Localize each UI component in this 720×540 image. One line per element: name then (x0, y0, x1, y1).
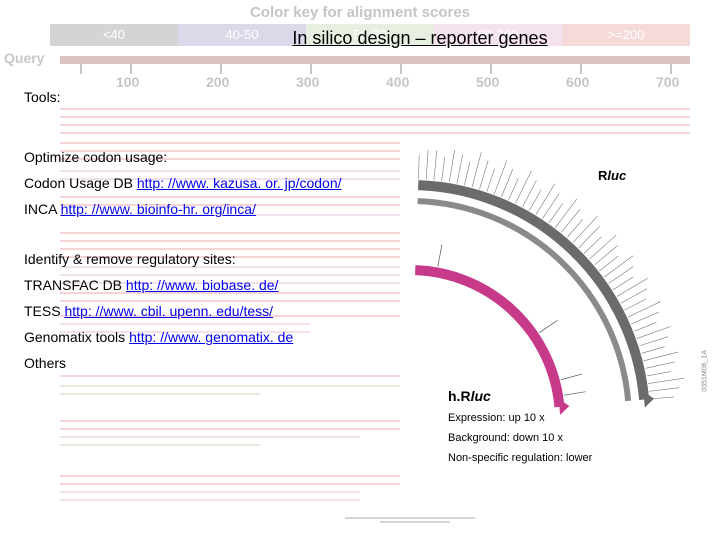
tool-link[interactable]: http: //www. biobase. de/ (126, 277, 279, 293)
tools-label: Tools: (24, 89, 696, 105)
side-code: 0351M06_1A (702, 350, 709, 392)
slide-title: In silico design – reporter genes (144, 28, 696, 49)
tool-link[interactable]: http: //www. bioinfo-hr. org/inca/ (61, 201, 256, 217)
alignment-hit (60, 436, 360, 438)
tool-link[interactable]: http: //www. genomatix. de (129, 329, 293, 345)
diagram-note-2: Background: down 10 x (448, 432, 563, 444)
upper-arc-label: Rluc (598, 168, 626, 183)
alignment-hit (380, 521, 450, 523)
alignment-hit (60, 483, 400, 485)
alignment-hit (60, 393, 260, 395)
arc-diagram: Rluc h.Rluc Expression: up 10 x Backgrou… (400, 150, 700, 480)
lower-arc-label: h.Rluc (448, 388, 491, 404)
alignment-hit (60, 475, 400, 477)
tool-link[interactable]: http: //www. cbil. upenn. edu/tess/ (64, 303, 273, 319)
alignment-hit (60, 428, 400, 430)
alignment-hit (345, 517, 475, 519)
diagram-note-1: Expression: up 10 x (448, 412, 545, 424)
alignment-hit (60, 499, 360, 501)
alignment-hit (60, 420, 400, 422)
alignment-hit (60, 385, 400, 387)
alignment-hit (60, 491, 360, 493)
diagram-note-3: Non-specific regulation: lower (448, 452, 592, 464)
tool-link[interactable]: http: //www. kazusa. or. jp/codon/ (137, 175, 342, 191)
alignment-hit (60, 444, 260, 446)
